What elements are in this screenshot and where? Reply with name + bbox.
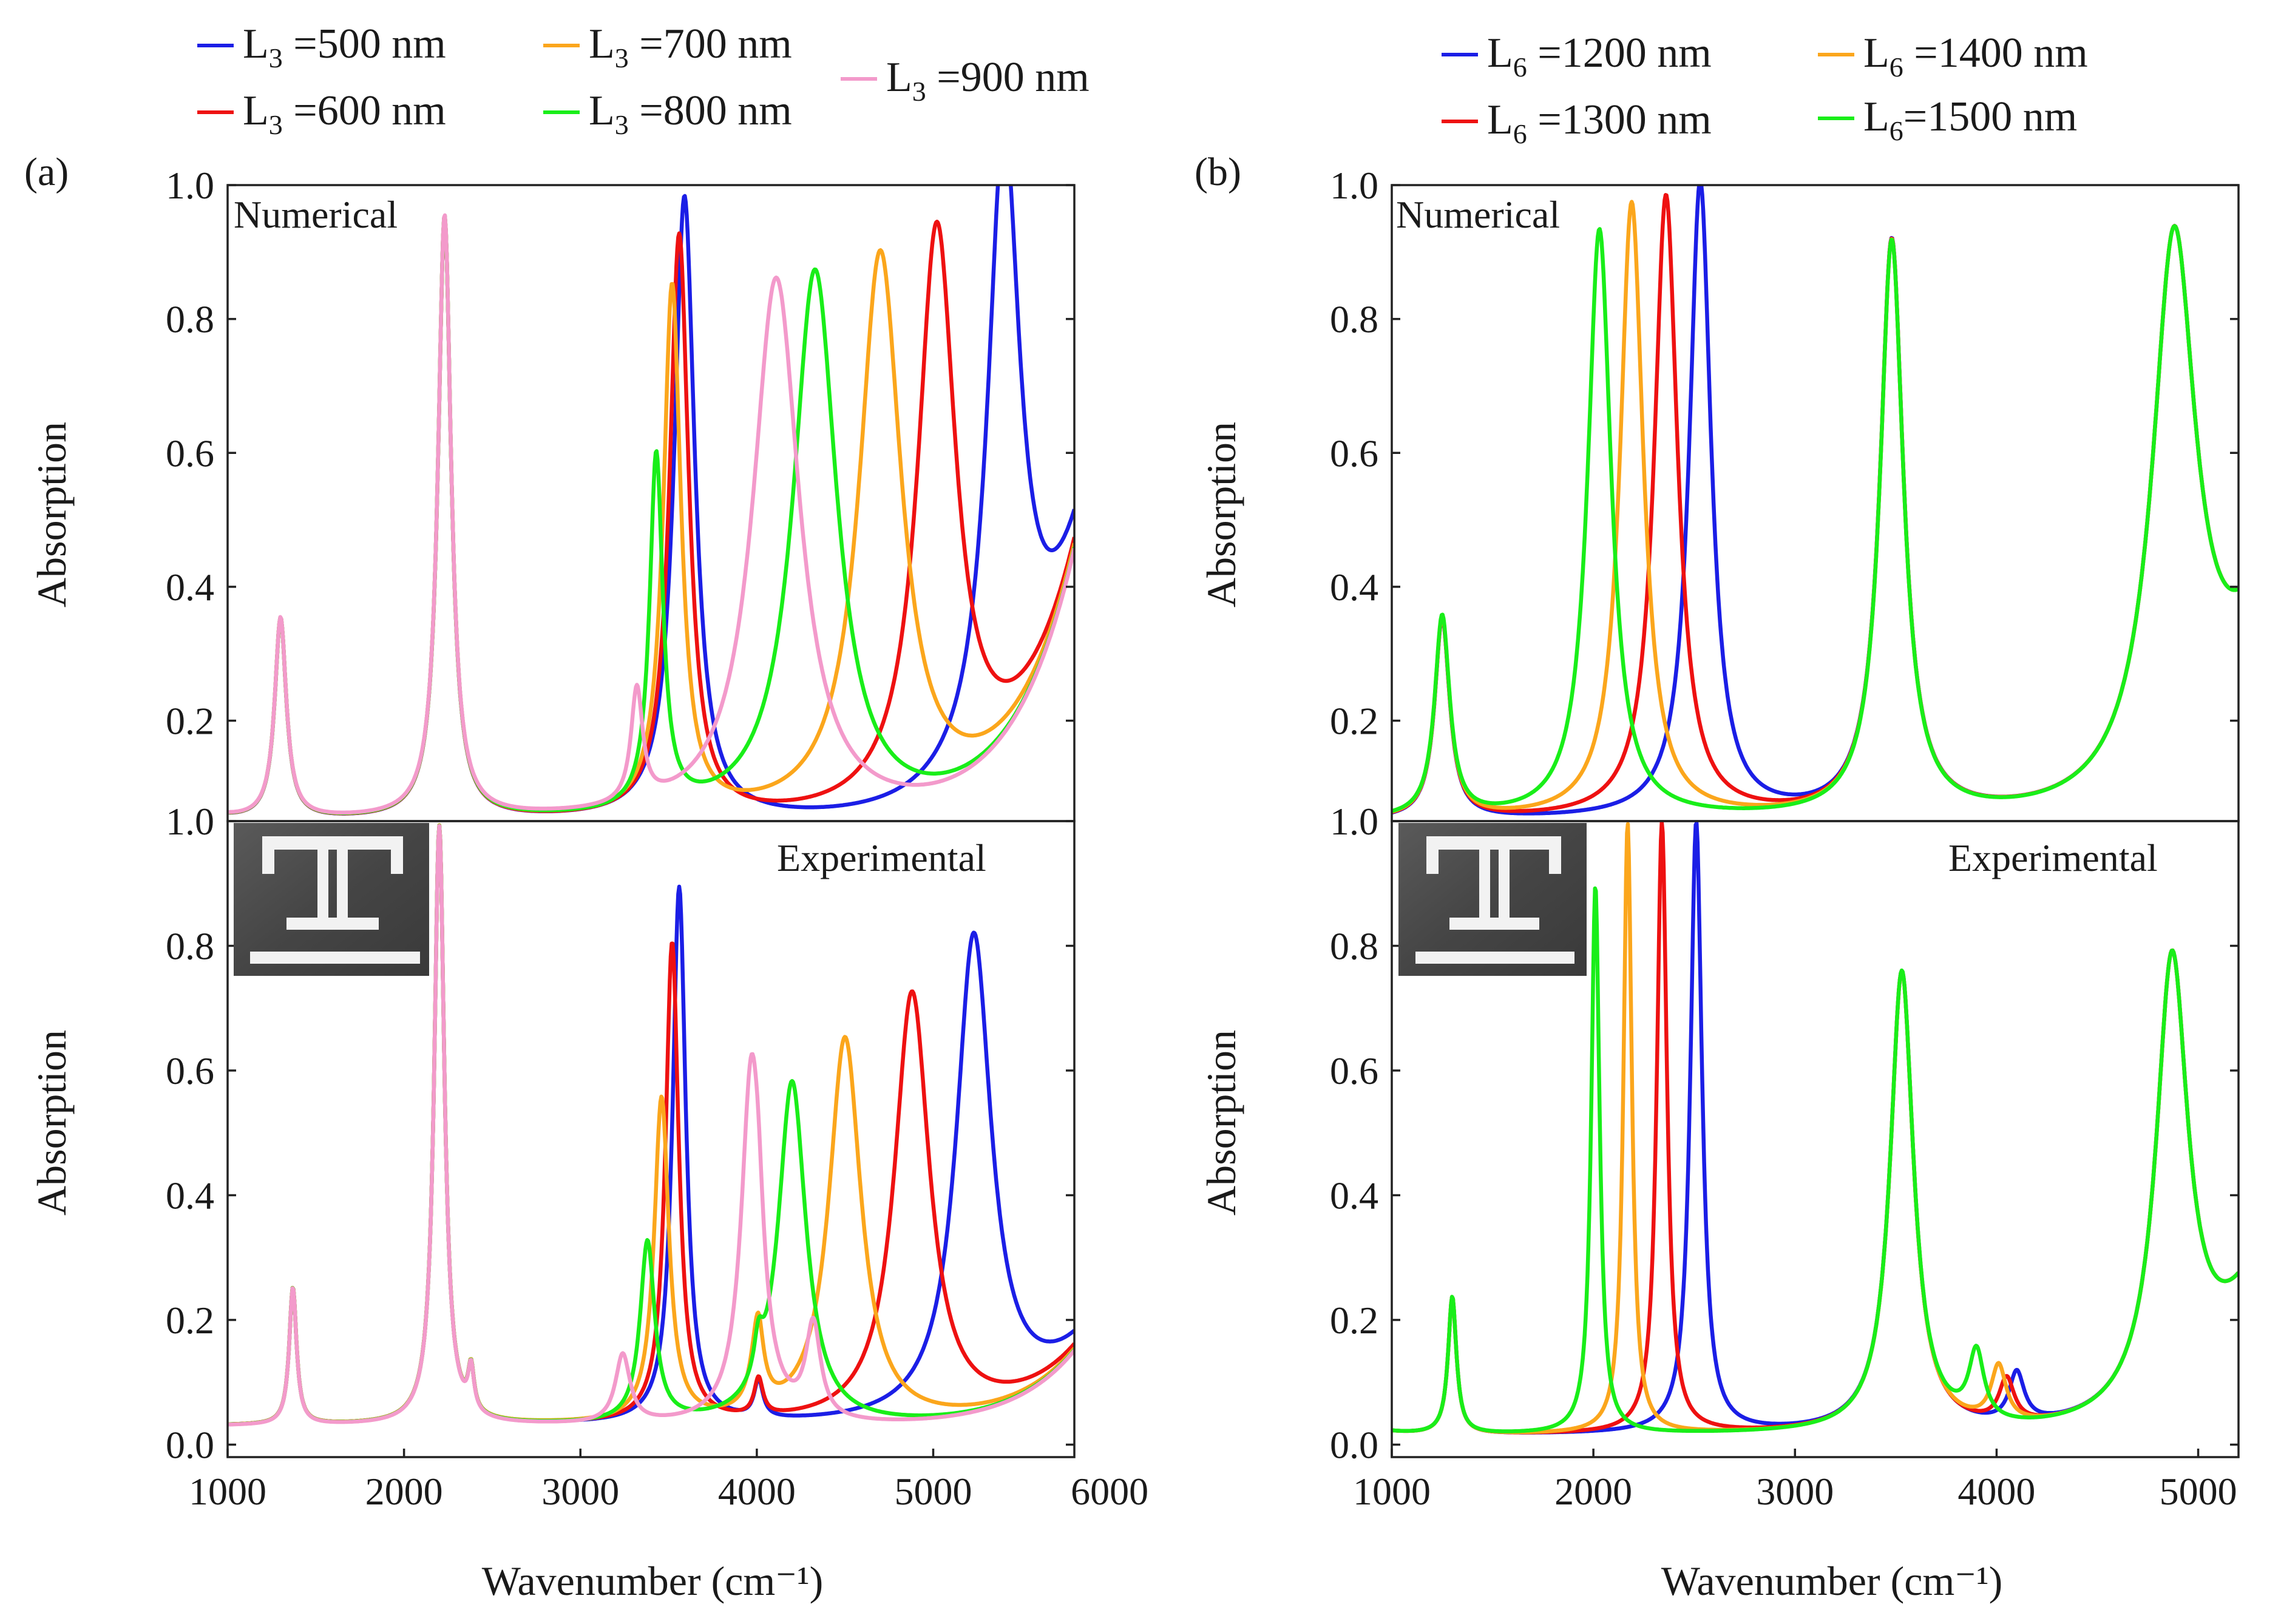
y-tick-label-b-num-1: 0.4 [1330,566,1378,609]
legend-b-item-label-2: L6 =1300 nm [1487,96,1712,149]
y-tick-label-a-exp-3: 0.6 [166,1049,214,1092]
y-axis-label-b-experimental: Absorption [1198,1030,1244,1216]
sem-inset-a [234,823,429,976]
x-tick-label-a-exp-0: 1000 [189,1470,266,1513]
series-line-a-num-4 [228,213,1074,815]
numerical-label-a: Numerical [234,193,398,236]
legend-a-item-label-3: L3 =800 nm [589,87,792,140]
y-tick-label-b-num-4: 1.0 [1330,164,1378,207]
legend-b-item-label-0: L6 =1200 nm [1487,30,1712,83]
y-tick-label-a-exp-2: 0.4 [166,1174,214,1217]
x-axis-label-b: Wavenumber (cm⁻¹) [1661,1558,2002,1604]
legend-a-item-label-4: L3 =900 nm [886,54,1090,107]
y-tick-label-a-num-1: 0.4 [166,566,214,609]
legend-a-item-label-2: L3 =600 nm [243,87,446,140]
x-tick-label-a-exp-3: 4000 [718,1470,796,1513]
y-tick-label-b-exp-3: 0.6 [1330,1049,1378,1092]
plot-b-numerical: 0.2 0.4 0.6 0.8 1.0 [1330,164,2240,822]
series-line-b-exp-3 [1392,886,2239,1433]
y-tick-label-b-exp-4: 0.8 [1330,924,1378,967]
series-line-b-num-3 [1392,224,2239,813]
y-tick-label-b-exp-2: 0.4 [1330,1174,1378,1217]
y-tick-label-a-exp-0: 0.0 [166,1423,214,1466]
y-axis-label-a-numerical: Absorption [29,422,75,607]
y-tick-label-a-exp-4: 0.8 [166,924,214,967]
legend-b-item-label-3: L6=1500 nm [1863,93,2077,146]
plot-a-experimental: 0.0 0.2 0.4 0.6 0.8 1.0 1000 2000 3000 4000 5000 60… [166,800,1148,1513]
y-tick-label-a-num-0: 0.2 [166,700,214,743]
plot-b-experimental: 0.0 0.2 0.4 0.6 0.8 1.0 1000 2000 3000 4000 5000 [1330,800,2240,1513]
legend-a-item-label-1: L3 =700 nm [589,21,792,73]
series-line-a-exp-4 [228,824,1074,1427]
x-tick-label-b-exp-3: 4000 [1957,1470,2035,1513]
y-tick-label-a-num-2: 0.6 [166,431,214,475]
plot-frame-b-exp [1391,820,2240,1458]
y-tick-label-b-num-3: 0.8 [1330,298,1378,341]
x-tick-label-a-exp-2: 3000 [541,1470,619,1513]
y-tick-label-b-exp-1: 0.2 [1330,1299,1378,1342]
y-axis-label-a-experimental: Absorption [29,1030,75,1216]
x-tick-label-a-exp-4: 5000 [895,1470,972,1513]
y-tick-label-a-num-4: 1.0 [166,164,214,207]
y-tick-label-a-exp-5: 1.0 [166,800,214,843]
numerical-label-b: Numerical [1396,193,1560,236]
y-tick-label-b-num-2: 0.6 [1330,431,1378,475]
y-axis-label-b-numerical: Absorption [1198,422,1244,607]
plot-a-numerical: 0.2 0.4 0.6 0.8 1.0 [166,164,1076,822]
plot-frame-a-exp [226,820,1076,1458]
panel-b-label: (b) [1195,150,1241,194]
legend-a-item-label-0: L3 =500 nm [243,21,446,73]
y-tick-label-b-exp-0: 0.0 [1330,1423,1378,1466]
x-tick-label-b-exp-1: 2000 [1554,1470,1632,1513]
x-tick-label-a-exp-5: 6000 [1071,1470,1148,1513]
legend-b-item-label-1: L6 =1400 nm [1863,30,2088,83]
y-tick-label-b-exp-5: 1.0 [1330,800,1378,843]
x-tick-label-a-exp-1: 2000 [365,1470,443,1513]
legend-a: L3 =500 nm L3 =700 nm L3 =600 nm L3 =800 nm… [197,21,1090,140]
x-tick-label-b-exp-2: 3000 [1756,1470,1834,1513]
x-tick-label-b-exp-4: 5000 [2160,1470,2237,1513]
x-tick-label-b-exp-0: 1000 [1353,1470,1431,1513]
y-tick-label-a-num-3: 0.8 [166,298,214,341]
y-tick-label-a-exp-1: 0.2 [166,1299,214,1342]
legend-b: L6 =1200 nm L6 =1400 nm L6 =1300 nm L6=1500… [1442,30,2088,149]
y-tick-label-b-num-0: 0.2 [1330,700,1378,743]
experimental-label-b: Experimental [1948,836,2158,879]
panel-a-label: (a) [24,150,69,194]
experimental-label-a: Experimental [777,836,986,879]
x-axis-label-a: Wavenumber (cm⁻¹) [482,1558,823,1604]
sem-inset-b [1398,823,1587,976]
